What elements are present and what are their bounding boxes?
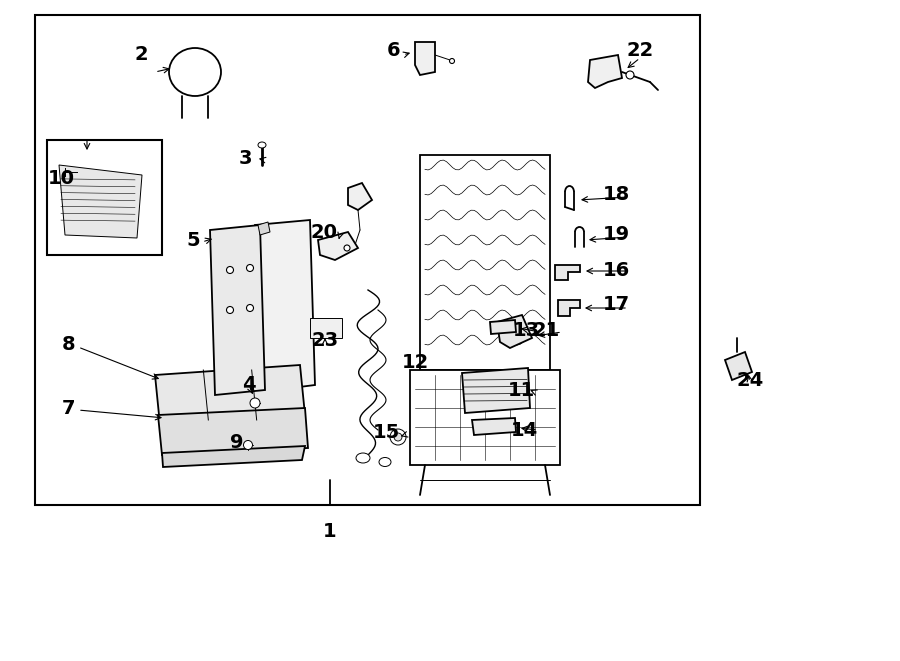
Bar (410, 370, 560, 465)
Ellipse shape (247, 264, 254, 272)
Polygon shape (158, 408, 308, 455)
Ellipse shape (227, 307, 233, 313)
Bar (35, 15, 700, 505)
Polygon shape (155, 365, 305, 425)
Ellipse shape (379, 457, 391, 467)
Polygon shape (348, 183, 372, 210)
Text: 12: 12 (401, 352, 428, 371)
Polygon shape (725, 352, 752, 380)
Ellipse shape (449, 59, 454, 63)
Polygon shape (415, 42, 435, 75)
Polygon shape (490, 320, 516, 334)
Ellipse shape (356, 453, 370, 463)
Text: 22: 22 (626, 40, 653, 59)
Polygon shape (472, 418, 516, 435)
Text: 6: 6 (386, 40, 400, 59)
Ellipse shape (169, 48, 221, 96)
Ellipse shape (344, 245, 350, 251)
Text: 2: 2 (134, 46, 148, 65)
Text: 13: 13 (513, 321, 540, 340)
Text: 20: 20 (311, 223, 338, 241)
Text: 5: 5 (186, 231, 200, 249)
Ellipse shape (394, 433, 402, 441)
Polygon shape (210, 225, 265, 395)
Text: 3: 3 (238, 149, 252, 167)
Text: 23: 23 (311, 330, 338, 350)
Polygon shape (59, 165, 142, 238)
Polygon shape (555, 265, 580, 280)
Ellipse shape (244, 440, 253, 449)
Bar (310, 318, 342, 338)
Text: 18: 18 (603, 186, 630, 204)
Ellipse shape (258, 142, 266, 148)
Ellipse shape (247, 305, 254, 311)
Text: 24: 24 (736, 371, 763, 389)
Text: 7: 7 (61, 399, 75, 418)
Polygon shape (588, 55, 622, 88)
Polygon shape (462, 368, 530, 413)
Text: 16: 16 (603, 260, 630, 280)
Text: 11: 11 (508, 381, 535, 399)
Ellipse shape (227, 266, 233, 274)
Text: 17: 17 (603, 295, 630, 315)
Text: 10: 10 (48, 169, 75, 188)
Polygon shape (258, 222, 270, 235)
Text: 14: 14 (511, 420, 538, 440)
Text: 4: 4 (242, 375, 256, 395)
Text: 21: 21 (533, 321, 560, 340)
Text: 9: 9 (230, 432, 244, 451)
Polygon shape (318, 232, 358, 260)
Polygon shape (497, 315, 532, 348)
Ellipse shape (626, 71, 634, 79)
Text: 15: 15 (373, 422, 400, 442)
Bar (47, 140, 162, 255)
Polygon shape (255, 220, 315, 392)
Text: 8: 8 (61, 336, 75, 354)
Polygon shape (162, 446, 305, 467)
Polygon shape (558, 300, 580, 316)
Bar (420, 155, 550, 370)
Text: 19: 19 (603, 225, 630, 245)
Text: 1: 1 (323, 522, 337, 541)
Ellipse shape (250, 398, 260, 408)
Ellipse shape (390, 429, 406, 445)
